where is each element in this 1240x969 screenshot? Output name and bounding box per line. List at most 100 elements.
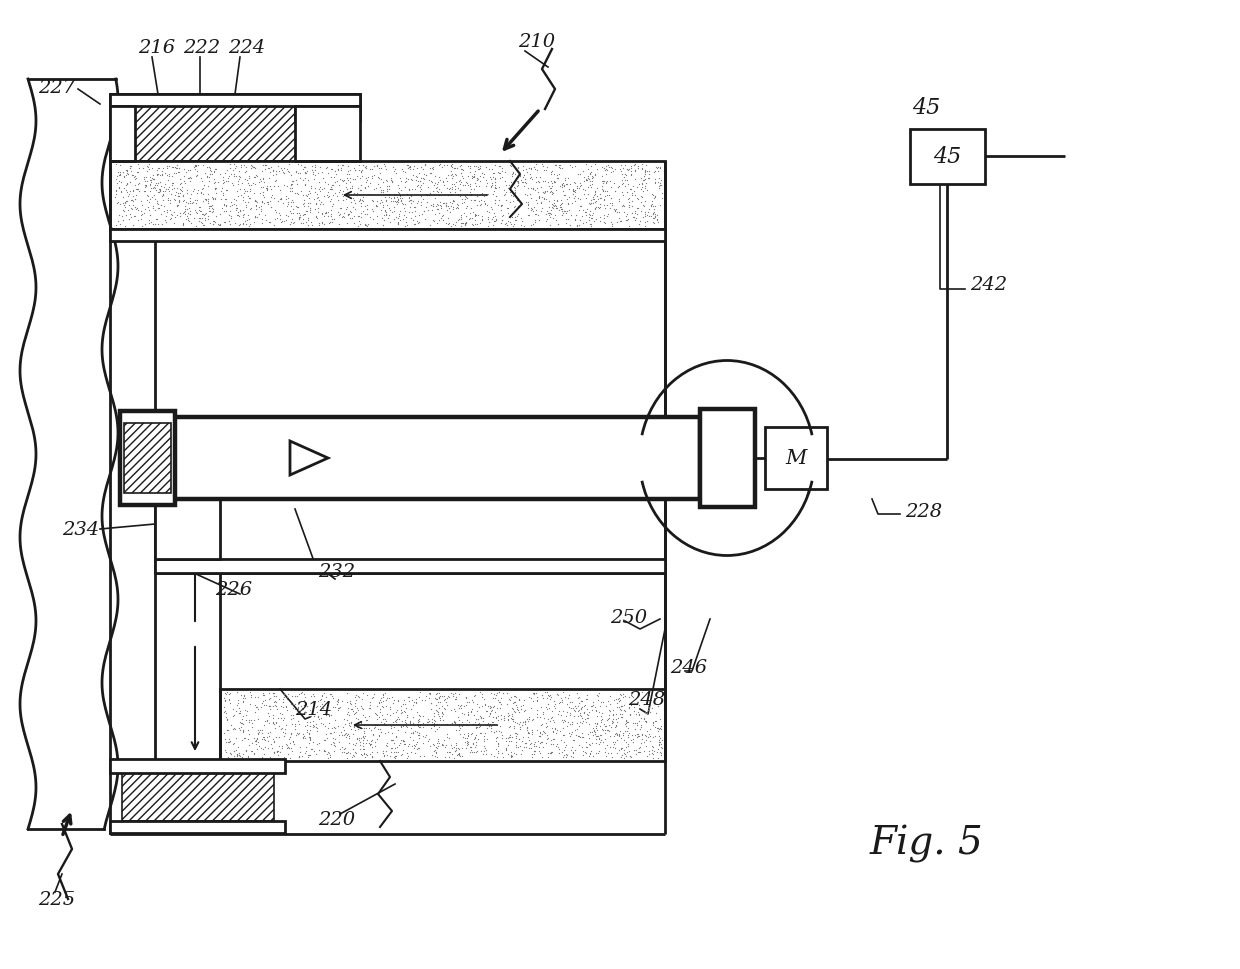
Point <box>486 189 506 204</box>
Point <box>255 158 275 173</box>
Point <box>314 189 334 204</box>
Point <box>606 727 626 742</box>
Point <box>254 190 274 205</box>
Point <box>128 203 148 218</box>
Point <box>435 737 455 753</box>
Point <box>357 217 377 233</box>
Point <box>398 690 418 705</box>
Point <box>522 746 542 762</box>
Point <box>384 750 404 766</box>
Point <box>298 715 317 731</box>
Point <box>180 202 200 217</box>
Point <box>289 212 309 228</box>
Point <box>472 686 492 702</box>
Point <box>358 735 378 751</box>
Point <box>609 726 629 741</box>
Point <box>179 164 198 179</box>
Point <box>139 213 159 229</box>
Point <box>355 709 374 725</box>
Point <box>238 748 258 764</box>
Point <box>263 708 283 724</box>
Point <box>179 211 198 227</box>
Point <box>444 195 464 210</box>
Point <box>316 689 336 704</box>
Point <box>608 180 627 196</box>
Point <box>554 727 574 742</box>
Point <box>296 723 316 738</box>
Point <box>593 183 613 199</box>
Point <box>341 697 361 712</box>
Point <box>642 718 662 734</box>
Point <box>404 737 424 753</box>
Point <box>637 723 657 738</box>
Point <box>408 171 428 186</box>
Point <box>641 209 661 225</box>
Point <box>253 732 273 747</box>
Point <box>579 204 599 220</box>
Point <box>450 721 470 736</box>
Point <box>174 205 193 221</box>
Point <box>639 744 658 760</box>
Point <box>216 693 236 708</box>
Point <box>113 166 133 181</box>
Point <box>644 215 663 231</box>
Point <box>353 742 373 758</box>
Point <box>448 698 467 713</box>
Point <box>388 217 408 233</box>
Point <box>587 719 606 735</box>
Point <box>490 160 510 175</box>
Point <box>529 191 549 206</box>
Point <box>234 687 254 703</box>
Point <box>234 690 254 705</box>
Point <box>615 173 635 189</box>
Point <box>435 739 455 755</box>
Point <box>589 686 609 702</box>
Point <box>423 162 443 177</box>
Point <box>191 185 211 201</box>
Point <box>343 720 363 735</box>
Point <box>539 200 559 215</box>
Point <box>458 191 477 206</box>
Point <box>215 199 234 214</box>
Point <box>148 168 167 183</box>
Point <box>329 727 348 742</box>
Point <box>471 710 491 726</box>
Point <box>347 701 367 716</box>
Point <box>444 714 464 730</box>
Point <box>362 744 382 760</box>
Point <box>413 693 433 708</box>
Point <box>110 197 130 212</box>
Point <box>620 182 640 198</box>
Point <box>237 707 257 723</box>
Point <box>215 214 234 230</box>
Point <box>117 185 136 201</box>
Point <box>515 703 534 719</box>
Point <box>440 199 460 214</box>
Point <box>231 716 250 732</box>
Point <box>175 204 195 220</box>
Point <box>169 165 188 180</box>
Point <box>208 217 228 233</box>
Point <box>269 718 289 734</box>
Point <box>253 694 273 709</box>
Point <box>533 706 553 722</box>
Point <box>280 726 300 741</box>
Point <box>177 208 197 224</box>
Point <box>326 167 346 182</box>
Point <box>129 175 149 191</box>
Point <box>578 702 598 717</box>
Point <box>649 735 668 750</box>
Point <box>143 217 162 233</box>
Point <box>632 726 652 741</box>
Point <box>455 727 475 742</box>
Point <box>383 714 403 730</box>
Point <box>405 203 425 219</box>
Point <box>399 690 419 705</box>
Point <box>570 701 590 716</box>
Point <box>177 203 197 218</box>
Point <box>280 750 300 766</box>
Point <box>632 161 652 176</box>
Point <box>629 697 649 712</box>
Point <box>587 200 606 215</box>
Point <box>600 165 620 180</box>
